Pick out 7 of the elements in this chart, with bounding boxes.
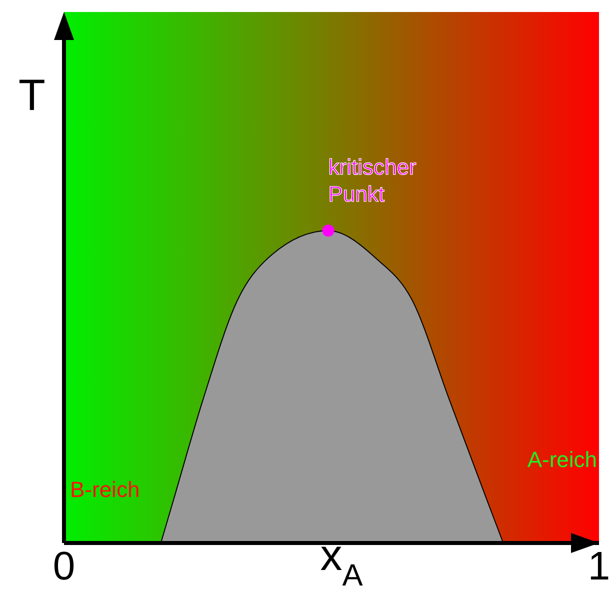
annotation: B-reich (70, 477, 140, 502)
annotation: A-reich (527, 447, 597, 472)
annotation: kritischer Punkt (328, 154, 416, 207)
x-tick-label: 1 (588, 544, 610, 588)
y-axis-title: T (18, 71, 46, 120)
x-tick-label: 0 (52, 544, 76, 588)
x-axis-title: x$_{A}$ (320, 531, 364, 592)
